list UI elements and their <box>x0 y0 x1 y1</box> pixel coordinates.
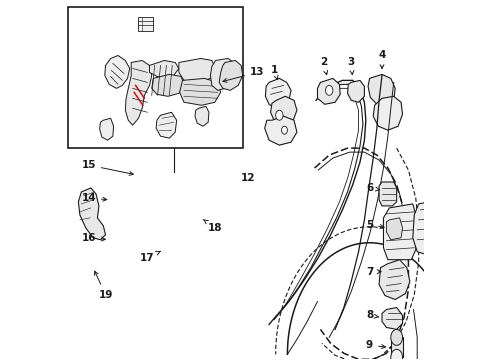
Text: 14: 14 <box>81 193 106 203</box>
Bar <box>68 7 243 148</box>
Polygon shape <box>390 337 402 357</box>
Text: 9: 9 <box>365 340 385 350</box>
Text: 12: 12 <box>241 173 255 183</box>
Polygon shape <box>381 307 402 329</box>
Polygon shape <box>265 78 290 108</box>
Text: 2: 2 <box>319 58 327 75</box>
Text: 7: 7 <box>365 267 380 276</box>
Ellipse shape <box>281 126 287 134</box>
Polygon shape <box>100 118 113 140</box>
Polygon shape <box>210 58 237 90</box>
Text: 8: 8 <box>365 310 378 320</box>
Polygon shape <box>179 78 220 105</box>
Text: 18: 18 <box>203 220 223 233</box>
Text: 16: 16 <box>81 233 105 243</box>
Polygon shape <box>125 60 151 125</box>
Polygon shape <box>378 260 409 300</box>
Polygon shape <box>412 200 448 256</box>
Text: 19: 19 <box>94 271 113 300</box>
Text: 11: 11 <box>0 359 1 360</box>
Polygon shape <box>156 112 176 138</box>
Polygon shape <box>347 80 364 102</box>
Text: 15: 15 <box>81 160 133 175</box>
Text: 6: 6 <box>365 183 379 193</box>
Polygon shape <box>383 204 416 260</box>
Text: 3: 3 <box>347 58 354 75</box>
Ellipse shape <box>390 329 402 345</box>
Polygon shape <box>317 78 340 104</box>
Polygon shape <box>104 55 129 88</box>
Polygon shape <box>367 75 394 106</box>
Ellipse shape <box>325 85 332 95</box>
Polygon shape <box>138 17 153 31</box>
Polygon shape <box>149 60 179 78</box>
Polygon shape <box>264 116 296 145</box>
Ellipse shape <box>275 110 283 120</box>
Polygon shape <box>78 188 105 240</box>
Polygon shape <box>386 218 402 240</box>
Text: 13: 13 <box>223 67 264 82</box>
Polygon shape <box>151 75 183 96</box>
Polygon shape <box>179 58 215 82</box>
Text: 5: 5 <box>365 220 383 230</box>
Polygon shape <box>378 182 396 206</box>
Polygon shape <box>219 60 242 90</box>
Ellipse shape <box>390 349 402 360</box>
Text: 17: 17 <box>140 251 160 263</box>
Text: 1: 1 <box>270 66 277 79</box>
Polygon shape <box>270 96 296 126</box>
Polygon shape <box>195 106 208 126</box>
Text: 4: 4 <box>378 50 385 68</box>
Text: 10: 10 <box>0 359 1 360</box>
Polygon shape <box>372 96 402 130</box>
